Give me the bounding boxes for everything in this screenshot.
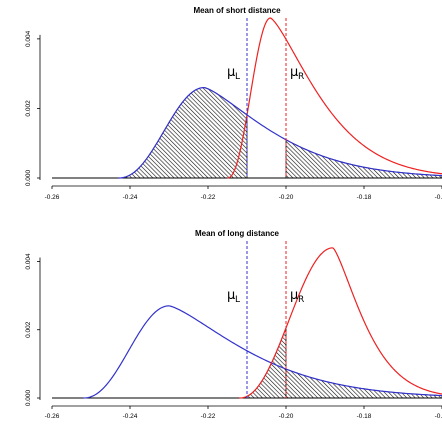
shaded-region — [285, 368, 442, 399]
mean-label-subscript: R — [298, 295, 304, 305]
density-line — [83, 305, 442, 399]
x-tick-label: -0.22 — [201, 194, 216, 201]
x-tick-label: -0.26 — [45, 194, 60, 201]
y-tick-label: 0.002 — [25, 100, 32, 117]
x-tick-label: -0.24 — [123, 194, 138, 201]
shaded-region — [52, 87, 248, 179]
mean-label-subscript: L — [235, 295, 240, 305]
y-tick-label: 0.004 — [25, 30, 32, 47]
y-tick-label: 0.000 — [25, 389, 32, 406]
mean-label: μ — [227, 65, 235, 80]
x-tick-label: -0.26 — [45, 413, 60, 420]
x-tick-label: -0.24 — [123, 413, 138, 420]
mean-label: μ — [227, 288, 235, 303]
x-tick-label: -0.18 — [357, 194, 372, 201]
x-tick-label: -0.16 — [435, 194, 442, 201]
shaded-region — [246, 327, 287, 399]
x-tick-label: -0.18 — [357, 413, 372, 420]
y-tick-label: 0.004 — [25, 253, 32, 270]
x-tick-label: -0.20 — [279, 413, 294, 420]
chart-title: Mean of short distance — [193, 6, 281, 15]
mean-label: μ — [290, 65, 298, 80]
bottom-panel: Mean of long distance 0.000 0.002 0.004 -0.2… — [25, 229, 442, 420]
top-panel: Mean of short distance 0.000 0.002 0.004 -0.… — [25, 6, 442, 201]
x-tick-label: -0.16 — [435, 413, 442, 420]
chart-title: Mean of long distance — [195, 229, 280, 238]
density-line — [227, 17, 442, 179]
density-line — [118, 86, 442, 179]
x-tick-label: -0.20 — [279, 194, 294, 201]
y-tick-label: 0.000 — [25, 169, 32, 186]
mean-label-subscript: R — [298, 72, 304, 82]
mean-label-subscript: L — [235, 72, 240, 82]
x-tick-label: -0.22 — [201, 413, 216, 420]
mean-label: μ — [290, 288, 298, 303]
density-line — [239, 247, 442, 399]
y-tick-label: 0.002 — [25, 321, 32, 338]
